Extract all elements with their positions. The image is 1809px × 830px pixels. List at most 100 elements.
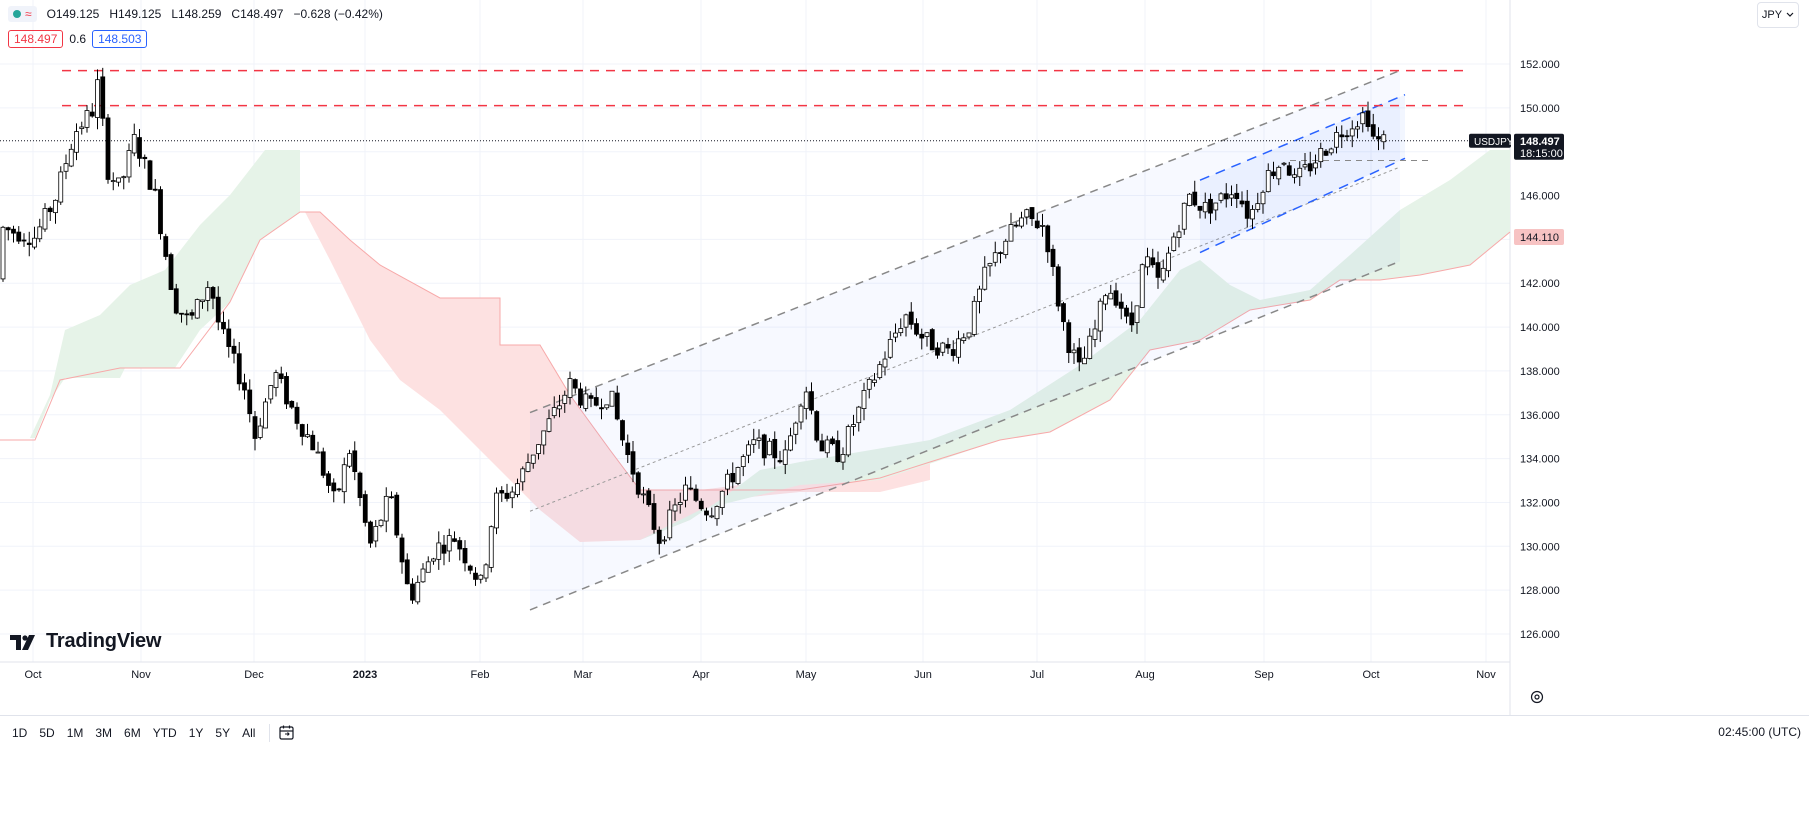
candle-up	[662, 539, 667, 542]
candle-up	[488, 526, 494, 568]
candle-up	[1171, 236, 1177, 251]
range-button-5y[interactable]: 5Y	[215, 726, 231, 740]
candle-down	[11, 228, 16, 234]
candle-up	[1082, 357, 1087, 365]
candle-up	[1160, 267, 1166, 281]
candle-down	[614, 392, 620, 420]
candle-down	[16, 231, 22, 242]
range-button-6m[interactable]: 6M	[124, 726, 141, 740]
candle-down	[236, 353, 242, 385]
candle-up	[746, 444, 751, 456]
time-tick-label: Feb	[471, 669, 490, 681]
candle-down	[646, 490, 652, 506]
ohlc-low: L148.259	[171, 7, 222, 21]
candle-down	[5, 227, 11, 231]
spread-value: 0.6	[69, 32, 87, 46]
candle-down	[1223, 193, 1229, 200]
candle-down	[599, 407, 604, 410]
time-tick-label: Jul	[1030, 669, 1044, 681]
kumo-bullish-early	[0, 150, 300, 438]
range-button-1y[interactable]: 1Y	[188, 726, 204, 740]
candle-down	[210, 287, 216, 299]
ask-price[interactable]: 148.503	[92, 30, 148, 48]
candle-down	[184, 313, 190, 316]
range-button-1d[interactable]: 1D	[12, 726, 28, 740]
kumo-price-label: 144.110	[1520, 232, 1559, 244]
candle-up	[1276, 166, 1282, 180]
go-to-date-icon[interactable]	[278, 724, 296, 742]
candle-down	[320, 451, 326, 476]
candle-up	[116, 177, 121, 183]
candle-down	[289, 400, 295, 408]
price-chart[interactable]: 152.000150.000148.000146.000144.000142.0…	[0, 0, 1809, 750]
candle-down	[252, 416, 258, 439]
candle-up	[740, 456, 746, 467]
candle-up	[966, 332, 972, 338]
chevron-down-icon	[1786, 12, 1794, 17]
candle-up	[887, 339, 893, 358]
candle-up	[866, 378, 872, 390]
range-button-all[interactable]: All	[242, 726, 256, 740]
candle-up	[725, 473, 730, 490]
range-selector: 1D 5D 1M 3M 6M YTD 1Y 5Y All	[6, 726, 261, 740]
candle-up	[1024, 209, 1030, 218]
candle-up	[378, 519, 384, 527]
bid-price[interactable]: 148.497	[8, 30, 64, 48]
candle-down	[1376, 136, 1381, 140]
candle-down	[914, 323, 919, 335]
range-button-3m[interactable]: 3M	[95, 726, 113, 740]
candle-up	[840, 454, 846, 463]
candlestick-series	[0, 67, 1387, 605]
candle-up	[58, 171, 64, 203]
price-tick-label: 140.000	[1520, 322, 1560, 334]
ohlc-open: O149.125	[46, 7, 100, 21]
candle-up	[877, 364, 883, 379]
utc-clock[interactable]: 02:45:00 (UTC)	[1718, 725, 1801, 739]
currency-selector[interactable]: JPY	[1757, 2, 1799, 28]
candle-down	[1323, 150, 1329, 156]
time-tick-label: Aug	[1135, 669, 1155, 681]
candle-down	[247, 389, 253, 415]
candle-up	[1297, 167, 1303, 178]
candle-up	[798, 405, 804, 423]
candle-down	[394, 494, 400, 536]
market-status-toggle[interactable]: ≈	[8, 6, 37, 22]
brand-name: TradingView	[46, 630, 162, 652]
time-tick-label: May	[796, 669, 817, 681]
kumo-bullish-late	[640, 150, 1510, 540]
candle-up	[273, 372, 279, 389]
candle-up	[803, 391, 809, 409]
ohlc-change: −0.628 (−0.42%)	[293, 7, 383, 21]
price-tick-label: 152.000	[1520, 59, 1560, 71]
candle-up	[903, 314, 909, 328]
candle-up	[971, 300, 977, 335]
candle-up	[1360, 112, 1366, 125]
range-button-1m[interactable]: 1M	[66, 726, 84, 740]
candle-down	[352, 450, 358, 473]
candle-up	[719, 490, 725, 508]
candle-down	[908, 311, 914, 325]
candle-up	[956, 338, 961, 358]
candle-up	[1213, 202, 1219, 211]
range-button-ytd[interactable]: YTD	[152, 726, 177, 740]
candle-down	[1192, 191, 1198, 206]
price-tick-label: 126.000	[1520, 629, 1560, 641]
tradingview-logo[interactable]: TradingView	[10, 630, 161, 653]
candle-down	[399, 537, 405, 563]
candle-up	[383, 495, 389, 522]
candle-down	[1239, 200, 1245, 205]
candle-down	[179, 312, 184, 315]
range-button-5d[interactable]: 5D	[39, 726, 55, 740]
candle-up	[551, 407, 557, 417]
candle-down	[326, 473, 331, 486]
time-tick-label: Mar	[574, 669, 593, 681]
candle-up	[1166, 252, 1171, 272]
candle-up	[788, 435, 793, 451]
candle-up	[1355, 126, 1360, 130]
time-tick-label: Jun	[914, 669, 932, 681]
symbol-label: USDJPY	[1474, 137, 1514, 148]
settings-gear-icon[interactable]	[1530, 690, 1544, 704]
candle-down	[835, 440, 841, 462]
page-blank-area	[0, 750, 1809, 830]
candle-up	[1218, 193, 1224, 201]
